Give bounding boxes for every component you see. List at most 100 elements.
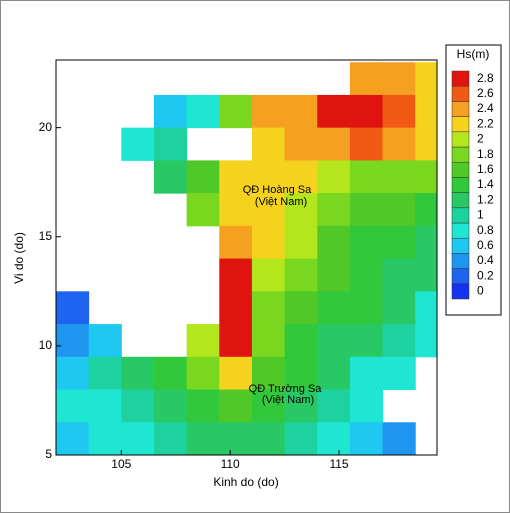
field-cell xyxy=(382,62,416,96)
field-cell xyxy=(349,62,384,96)
field-cell xyxy=(219,160,253,194)
field-cell xyxy=(153,356,188,391)
colorbar-swatch xyxy=(451,146,470,163)
field-cell xyxy=(121,127,155,161)
field-cell xyxy=(186,324,220,358)
field-cell xyxy=(88,356,122,391)
x-axis-label: Kinh do (do) xyxy=(213,475,278,489)
colorbar-label: 2.6 xyxy=(477,86,494,100)
field-cell xyxy=(415,160,437,194)
field-cell xyxy=(219,356,253,391)
colorbar-swatch xyxy=(451,101,470,117)
colorbar-label: 2 xyxy=(477,132,484,146)
field xyxy=(56,62,437,455)
field-cell xyxy=(284,94,318,129)
field-cell xyxy=(317,193,351,227)
field-cell xyxy=(349,258,384,292)
field-cell xyxy=(219,258,253,292)
colorbar-label: 1.2 xyxy=(477,192,494,206)
colorbar-label: 0.2 xyxy=(477,268,494,282)
field-cell xyxy=(88,422,122,455)
field-cell xyxy=(317,127,351,161)
field-cell xyxy=(219,324,253,358)
field-cell xyxy=(251,258,286,292)
annotation: (Việt Nam) xyxy=(255,196,307,208)
colorbar-label: 1.8 xyxy=(477,147,494,161)
field-cell xyxy=(186,193,220,227)
y-tick-label: 20 xyxy=(39,120,53,134)
field-cell xyxy=(317,258,351,292)
field-cell xyxy=(251,127,286,161)
field-cell xyxy=(317,94,351,129)
field-cell xyxy=(382,356,416,391)
field-cell xyxy=(415,291,437,325)
colorbar-swatch xyxy=(451,253,470,269)
field-cell xyxy=(186,94,220,129)
field-cell xyxy=(349,324,384,358)
colorbar-label: 1.6 xyxy=(477,162,494,176)
field-cell xyxy=(415,225,437,260)
field-cell xyxy=(317,160,351,194)
colorbar-label: 0.6 xyxy=(477,238,494,252)
colorbar-swatch xyxy=(451,237,470,254)
field-cell xyxy=(251,389,286,423)
field-cell xyxy=(382,258,416,292)
field-cell xyxy=(349,193,384,227)
field-cell xyxy=(219,389,253,423)
field-cell xyxy=(121,389,155,423)
field-cell xyxy=(251,356,286,391)
colorbar-label: 2.2 xyxy=(477,116,494,130)
y-tick-label: 5 xyxy=(45,447,52,461)
field-cell xyxy=(349,422,384,455)
field-cell xyxy=(186,356,220,391)
field-cell xyxy=(317,324,351,358)
field-cell xyxy=(56,291,90,325)
field-cell xyxy=(186,389,220,423)
field-cell xyxy=(219,291,253,325)
field-cell xyxy=(284,193,318,227)
field-cell xyxy=(382,94,416,129)
field-cell xyxy=(382,422,416,455)
plot-frame xyxy=(55,59,438,456)
field-cell xyxy=(186,422,220,455)
field-cell xyxy=(284,127,318,161)
colorbar-swatch xyxy=(451,222,470,239)
field-cell xyxy=(349,291,384,325)
field-cell xyxy=(382,193,416,227)
annotation: QĐ Hoàng Sa xyxy=(243,184,312,196)
colorbar-swatch xyxy=(451,116,470,133)
field-cell xyxy=(284,356,318,391)
field-cell xyxy=(251,94,286,129)
field-cell xyxy=(349,127,384,161)
field-cell xyxy=(153,389,188,423)
field-cell xyxy=(349,94,384,129)
colorbar-label: 0 xyxy=(477,284,484,298)
field-cell xyxy=(56,422,90,455)
colorbar-label: 1 xyxy=(477,208,484,222)
colorbar-swatch xyxy=(451,161,470,178)
field-cell xyxy=(251,225,286,260)
field-cell xyxy=(349,356,384,391)
field-cell xyxy=(284,160,318,194)
field-cell xyxy=(219,422,253,455)
field-cell xyxy=(251,291,286,325)
field-cell xyxy=(284,324,318,358)
field-cell xyxy=(284,225,318,260)
field-cell xyxy=(415,62,437,96)
colorbar-swatch xyxy=(451,131,470,148)
field-cell xyxy=(349,389,384,423)
field-cell xyxy=(251,422,286,455)
colorbar-label: 0.8 xyxy=(477,223,494,237)
field-cell xyxy=(153,422,188,455)
field-cell xyxy=(317,291,351,325)
annotation: QĐ Trường Sa xyxy=(249,383,323,395)
field-cell xyxy=(88,324,122,358)
colorbar-swatch xyxy=(451,70,470,87)
colorbar-label: 1.4 xyxy=(477,177,494,191)
field-cell xyxy=(251,324,286,358)
field-cell xyxy=(219,94,253,129)
x-tick-label: 115 xyxy=(329,457,348,471)
field-cell xyxy=(153,94,188,129)
field-cell xyxy=(317,225,351,260)
